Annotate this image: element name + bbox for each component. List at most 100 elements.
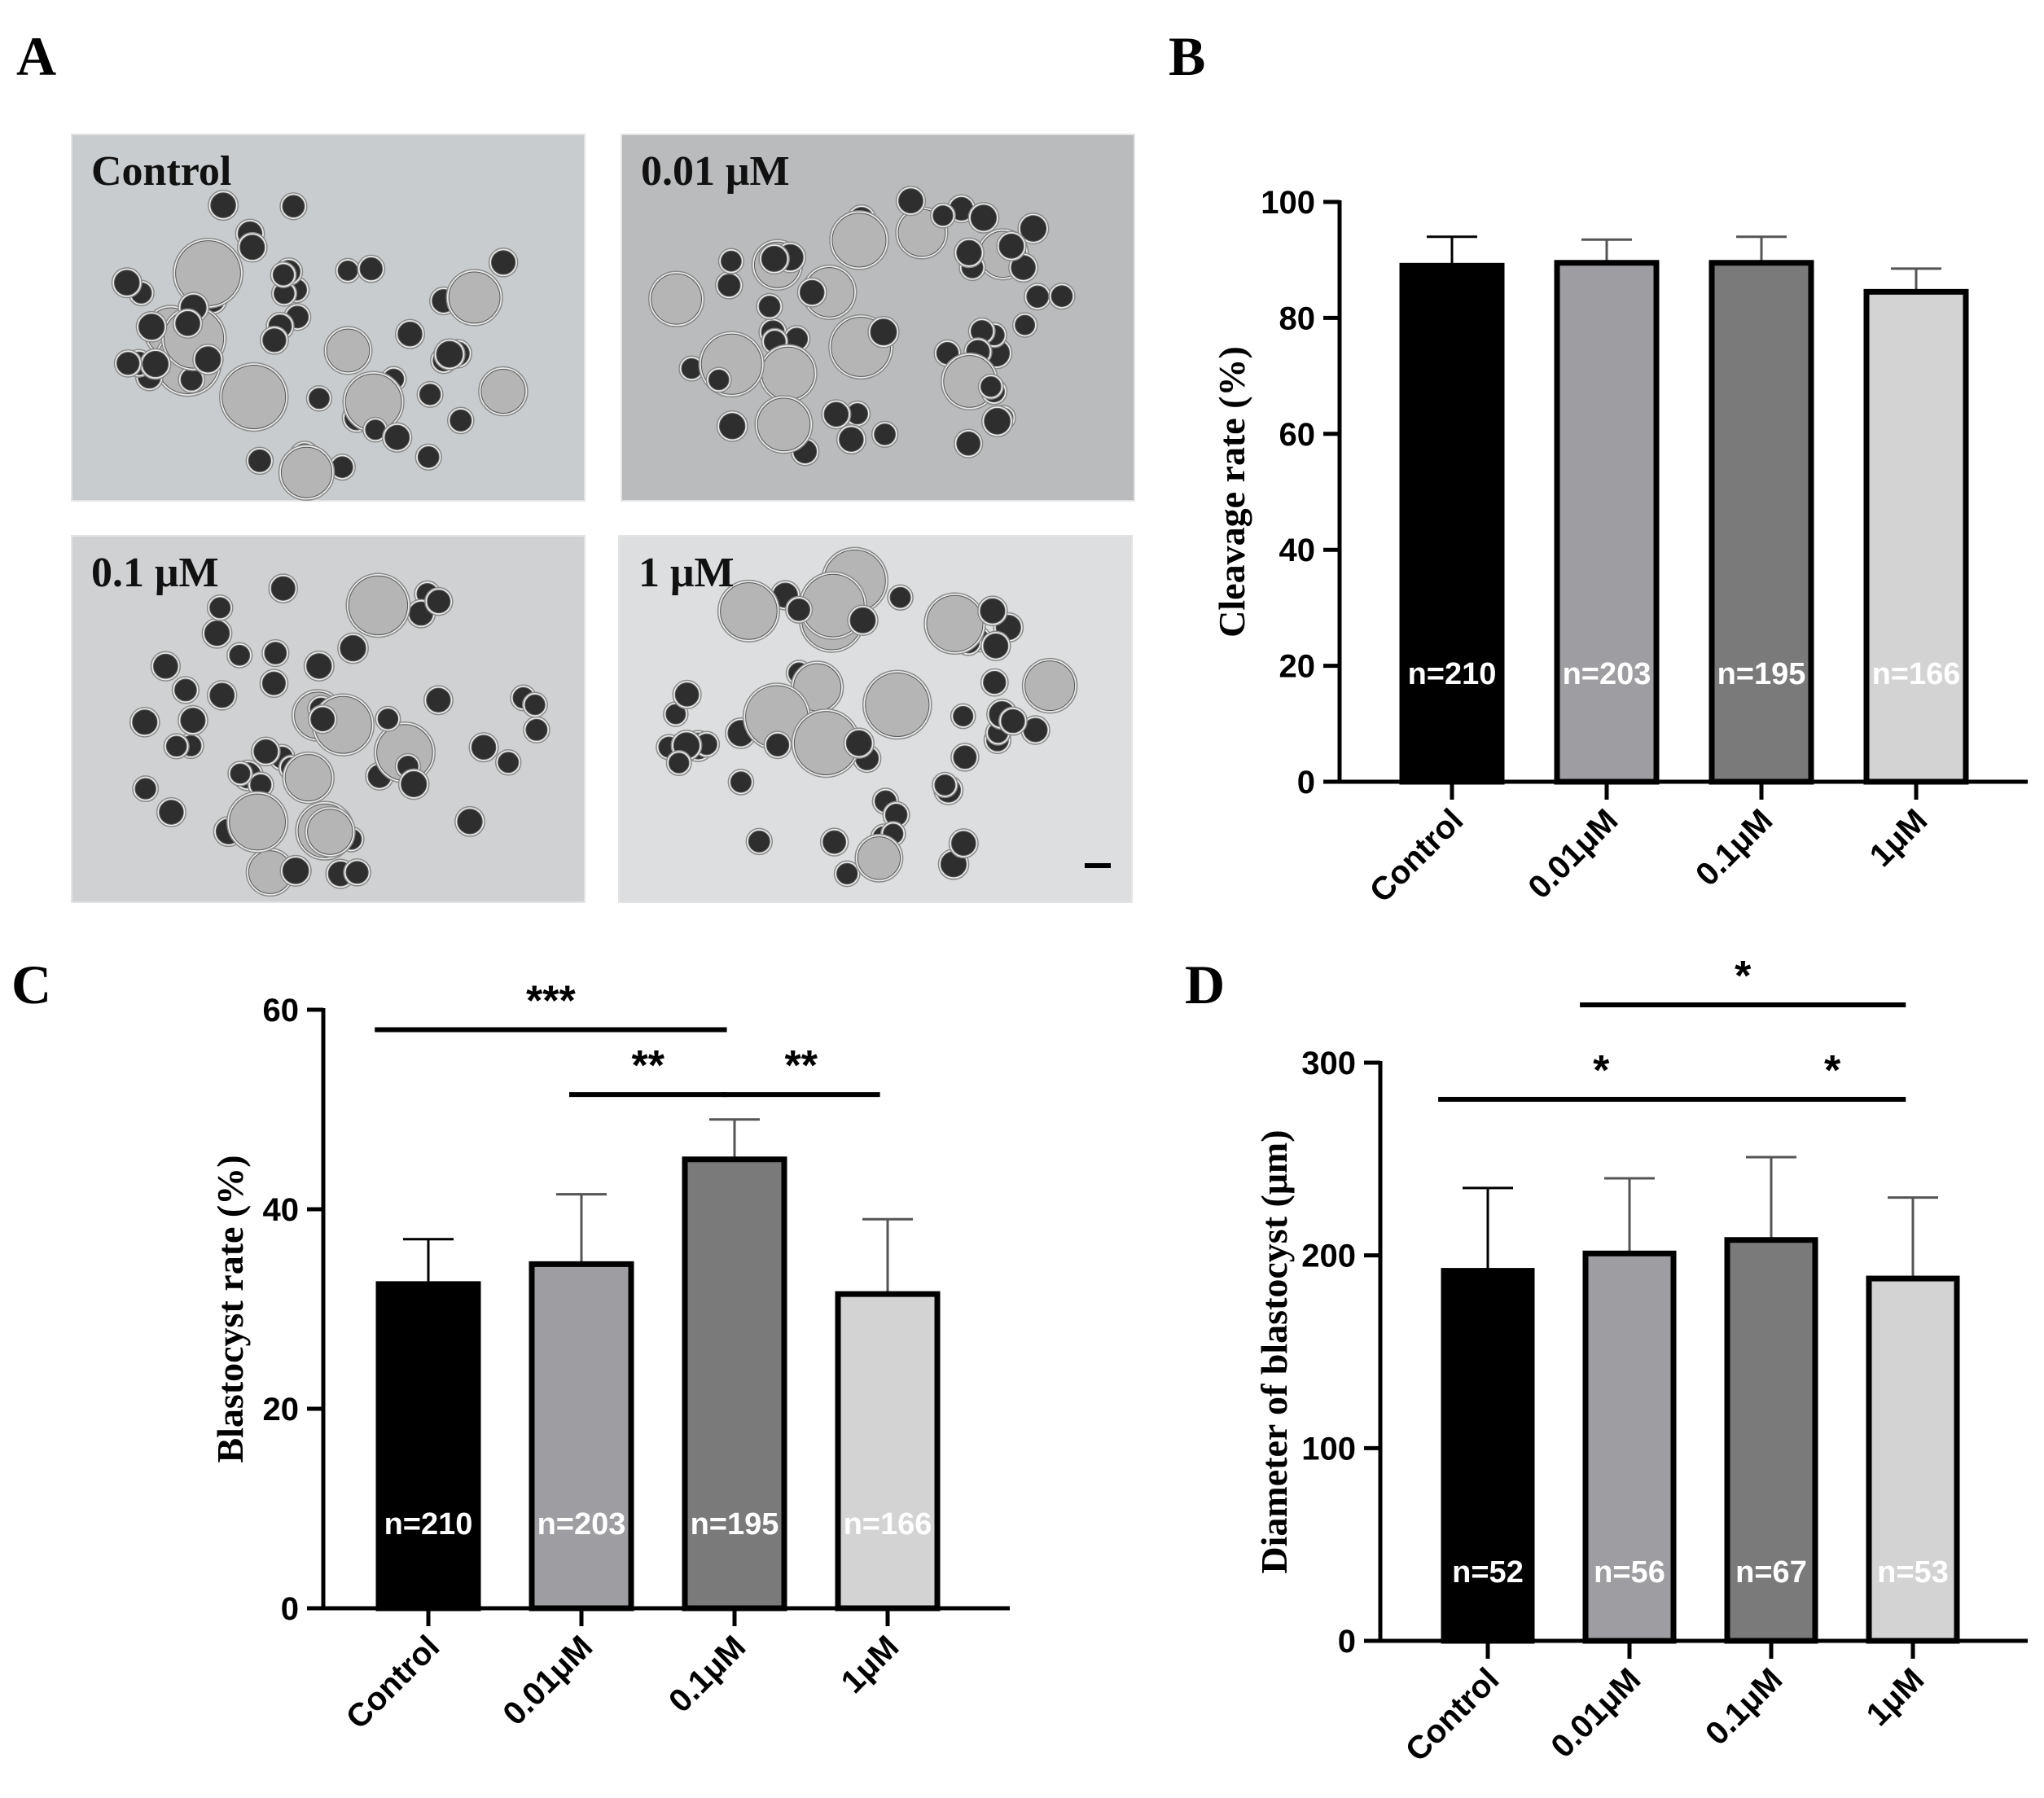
bar [1582,1250,1677,1644]
bar [1441,1268,1535,1644]
blastocyst [651,273,702,325]
category-label: 0.1μM [1699,1661,1789,1752]
significance-label: * [1735,953,1752,1000]
bar [1866,1275,1960,1644]
sample-size-label: n=210 [384,1507,473,1541]
micrograph: 0.1 μM [71,535,586,903]
blastocyst [831,213,887,268]
y-tick-label: 300 [1301,1046,1356,1081]
sample-size-label: n=56 [1594,1555,1665,1590]
embryo [132,709,158,735]
embryo [665,704,686,725]
embryo [934,774,956,796]
embryo [708,369,730,391]
chart-blastocyst-diameter: 0 100 200 300 Diameter of blastocyst (μm) n=5… [1253,953,2028,1769]
embryo [980,598,1006,624]
y-tick-label: 100 [1261,185,1315,221]
embryo [956,431,981,456]
y-tick-label: 40 [1279,533,1316,568]
embryo [845,730,872,756]
embryo [272,264,295,286]
embryo [730,771,752,793]
category-label: Control [340,1629,447,1736]
blastocyst [281,446,332,498]
sample-size-label: n=67 [1735,1555,1807,1590]
blastocyst [720,582,778,640]
embryo [717,274,741,297]
blastocyst [857,836,901,880]
blastocyst [326,328,371,373]
embryo [239,235,265,261]
embryo [397,321,423,347]
panel-label-b: B [1169,25,1205,87]
embryo [956,239,982,265]
blastocyst [348,575,409,636]
embryo [1020,215,1047,242]
embryo [210,192,236,218]
y-axis-title: Diameter of blastocyst (μm) [1253,1129,1295,1573]
bar [529,1261,634,1612]
category-label: Control [1363,802,1471,910]
embryo [337,260,358,281]
y-tick-label: 0 [281,1591,299,1627]
embryo [889,586,911,608]
embryo [787,598,810,621]
embryo [984,407,1011,435]
micrograph: 0.01 μM [621,134,1135,502]
sample-size-label: n=203 [537,1507,626,1541]
embryo [230,763,251,784]
y-axis-title: Cleavage rate (%) [1211,346,1252,638]
embryo [898,188,923,214]
y-tick-label: 0 [1297,765,1315,800]
y-tick-label: 100 [1301,1431,1356,1467]
category-label: 1μM [835,1629,906,1700]
blastocyst [284,754,332,802]
embryo [849,607,876,634]
embryo [209,597,231,619]
blastocyst [229,793,287,851]
category-label: 0.01μM [1544,1661,1647,1765]
blastocyst [757,397,811,452]
embryo [932,205,954,226]
embryo [721,250,742,272]
significance-label: * [1824,1047,1841,1094]
embryo [426,687,451,713]
sample-size-label: n=166 [1872,657,1961,691]
micrograph-label: 1 μM [638,550,735,596]
embryo [761,245,787,272]
embryo [951,831,976,856]
chart-blastocyst-rate: 0 20 40 60 Blastocyst rate (%) n=210 Control n=… [209,978,1010,1736]
sample-size-label: n=53 [1877,1555,1949,1590]
embryo [983,633,1009,659]
blastocyst [307,809,353,855]
embryo [229,644,251,666]
embryo [1051,285,1073,308]
embryo [1001,708,1025,734]
y-tick-label: 20 [263,1392,300,1427]
embryo [980,376,1002,397]
y-tick-label: 20 [1279,649,1316,685]
category-label: 0.01μM [496,1629,599,1732]
micrograph-label: 0.1 μM [91,550,219,596]
y-tick-label: 40 [263,1192,300,1228]
embryo [331,456,353,479]
embryo [153,653,178,679]
micrograph: 1 μM [618,535,1133,903]
embryo [417,445,440,468]
embryo [159,800,184,825]
significance-label: *** [526,978,576,1025]
embryo [799,279,825,305]
sample-size-label: n=195 [691,1507,779,1541]
embryo [524,694,546,716]
blastocyst [448,271,501,324]
micrograph-label: Control [91,148,231,195]
sample-size-label: n=195 [1717,657,1806,691]
embryo [748,830,770,853]
panel-label-a: A [16,25,56,87]
y-tick-label: 200 [1301,1239,1356,1274]
micrograph-label: 0.01 μM [641,148,790,195]
embryo [471,735,497,761]
embryo [491,250,516,275]
sample-size-label: n=210 [1408,657,1497,691]
